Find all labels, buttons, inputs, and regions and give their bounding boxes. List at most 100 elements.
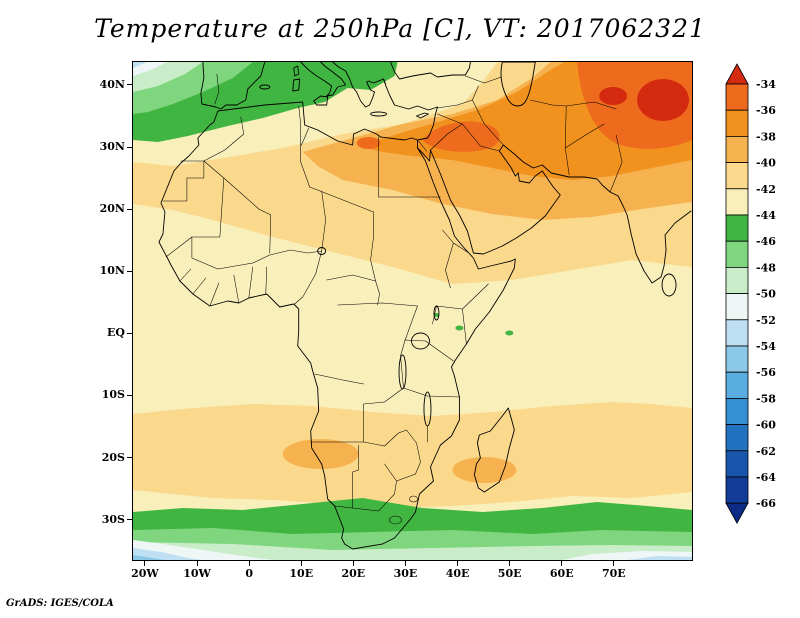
coastline-levant: [417, 106, 438, 141]
colorbar-segment: [725, 345, 749, 373]
coastline-sri-lanka: [661, 273, 677, 297]
lon-axis-label: 60E: [549, 567, 574, 580]
colorbar-label: -44: [756, 209, 776, 222]
region-levant-neg34: [422, 121, 500, 152]
coastline-arabia-asia: [417, 144, 692, 284]
colorbar-label: -64: [756, 471, 776, 484]
colorbar: -34 -36 -38 -40 -42 -44 -46 -48 -50 -52 -54 -56 -58 -…: [725, 63, 776, 525]
lat-tick: [127, 394, 132, 396]
borders-south-africa: [310, 373, 428, 512]
borders-north-africa: [294, 105, 441, 307]
colorbar-label: -38: [756, 130, 776, 143]
lon-tick: [196, 561, 198, 566]
plot-title: Temperature at 250hPa [C], VT: 201706232…: [94, 14, 706, 43]
coastline-caspian-sea: [500, 62, 536, 107]
colorbar-label: -34: [756, 78, 776, 91]
region-south-neg40: [133, 402, 692, 508]
colorbar-segment: [725, 293, 749, 321]
coastline-sicily: [313, 95, 329, 106]
coastline-crete: [370, 111, 387, 117]
colorbar-arrow-bottom: [725, 502, 749, 525]
lat-axis-label: 30S: [101, 512, 125, 526]
region-south-palegreen: [133, 542, 692, 560]
colorbar-segment: [725, 136, 749, 164]
region-madagascar-neg38: [452, 457, 517, 483]
colorbar-label: -40: [756, 157, 776, 170]
lake-victoria: [411, 332, 430, 350]
lon-axis-label: 30E: [393, 567, 418, 580]
region-nw-paleblue: [133, 62, 147, 68]
lon-axis-label: 40E: [445, 567, 470, 580]
lat-axis-label: EQ: [107, 326, 125, 340]
lon-tick: [404, 561, 406, 566]
lat-tick: [127, 457, 132, 459]
lat-tick: [127, 84, 132, 86]
coastline-iberia: [200, 62, 266, 110]
coastline-black-sea: [390, 62, 471, 80]
colorbar-label: -56: [756, 366, 776, 379]
coastline-balkans-greece: [332, 62, 386, 108]
colorbar-label: -58: [756, 392, 776, 405]
lat-axis-label: 10N: [99, 264, 125, 278]
region-red-spot-west: [599, 87, 628, 105]
colorbar-label: -46: [756, 235, 776, 248]
borders-middle-east: [214, 73, 623, 193]
colorbar-segment: [725, 266, 749, 294]
region-speck-1: [455, 325, 464, 331]
coastline-corsica: [293, 65, 300, 77]
colorbar-segment: [725, 188, 749, 216]
lon-axis-label: 70E: [601, 567, 626, 580]
attribution: GrADS: IGES/COLA: [6, 598, 114, 609]
lon-tick: [509, 561, 511, 566]
lat-tick: [127, 519, 132, 521]
lat-axis-label: 30N: [99, 140, 125, 154]
colorbar-label: -52: [756, 314, 776, 327]
lat-axis-label: 10S: [101, 388, 125, 402]
colorbar-label: -36: [756, 104, 776, 117]
lon-tick: [248, 561, 250, 566]
region-sw-blue: [133, 555, 165, 560]
lake-chad: [317, 247, 327, 255]
region-speck-2: [505, 330, 514, 336]
lon-tick: [561, 561, 563, 566]
colorbar-segment: [725, 240, 749, 268]
region-angola-neg38: [282, 439, 359, 469]
lat-axis-label: 20N: [99, 202, 125, 216]
colorbar-label: -60: [756, 419, 776, 432]
coastline-balearics: [259, 84, 271, 90]
colorbar-segment: [725, 162, 749, 190]
colorbar-label: -54: [756, 340, 776, 353]
colorbar-label: -62: [756, 445, 776, 458]
colorbar-segment: [725, 397, 749, 425]
lat-tick: [127, 332, 132, 334]
colorbar-segment: [725, 319, 749, 347]
temperature-map: [133, 62, 692, 560]
region-red-spot-east: [637, 79, 690, 121]
lon-axis-label: 20W: [131, 567, 159, 580]
borders-east-africa: [400, 229, 489, 398]
lon-tick: [352, 561, 354, 566]
lon-tick: [300, 561, 302, 566]
coastline-italy: [300, 62, 347, 97]
lat-axis-label: 40N: [99, 77, 125, 91]
lon-tick: [457, 561, 459, 566]
map-plot: [132, 61, 693, 561]
region-libya-neg34: [356, 137, 381, 149]
lon-tick: [613, 561, 615, 566]
coastline-cyprus: [416, 112, 429, 119]
coastline-sardinia: [292, 78, 301, 92]
colorbar-arrow-top: [725, 63, 749, 85]
border-lesotho: [389, 515, 402, 525]
lon-axis-label: 10W: [183, 567, 211, 580]
colorbar-segment: [725, 476, 749, 504]
lat-tick: [127, 270, 132, 272]
lon-axis-label: 0: [245, 567, 253, 580]
borders-west-africa: [162, 116, 322, 307]
lon-axis-label: 10E: [289, 567, 314, 580]
region-se-paleblue: [627, 556, 692, 560]
border-swaziland: [409, 495, 418, 503]
colorbar-label: -66: [756, 497, 776, 510]
colorbar-label: -42: [756, 183, 776, 196]
colorbar-label: -48: [756, 261, 776, 274]
